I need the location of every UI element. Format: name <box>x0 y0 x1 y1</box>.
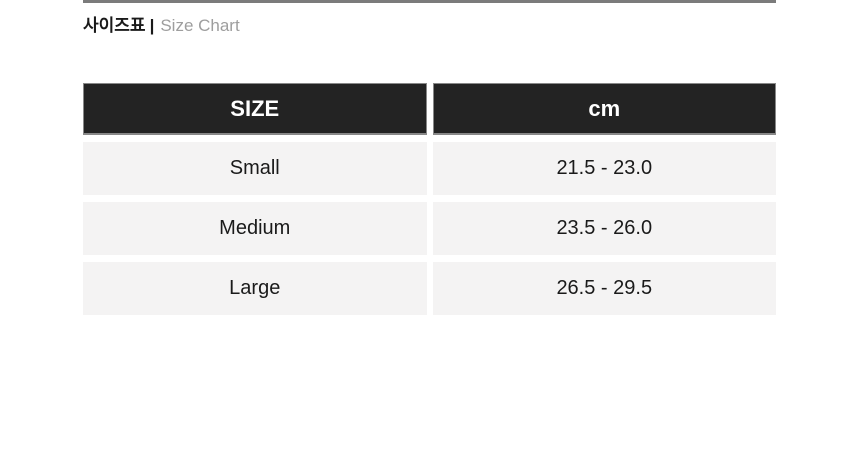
size-cell-large: Large <box>83 262 427 315</box>
size-chart-table: SIZE cm Small 21.5 - 23.0 Medium 23.5 - … <box>83 83 776 315</box>
size-cell-medium: Medium <box>83 202 427 255</box>
page-title: 사이즈표 | Size Chart <box>83 15 776 37</box>
title-separator: | <box>149 16 155 35</box>
cm-cell-large: 26.5 - 29.5 <box>432 262 776 315</box>
cm-cell-medium: 23.5 - 26.0 <box>432 202 776 255</box>
size-chart-section: 사이즈표 | Size Chart SIZE cm Small 21.5 - 23.… <box>83 0 776 315</box>
title-english: Size Chart <box>160 16 240 35</box>
top-divider <box>83 0 776 3</box>
column-header-size: SIZE <box>83 83 427 135</box>
cm-cell-small: 21.5 - 23.0 <box>432 142 776 195</box>
size-cell-small: Small <box>83 142 427 195</box>
column-header-cm: cm <box>432 83 776 135</box>
title-korean: 사이즈표 <box>83 16 146 35</box>
